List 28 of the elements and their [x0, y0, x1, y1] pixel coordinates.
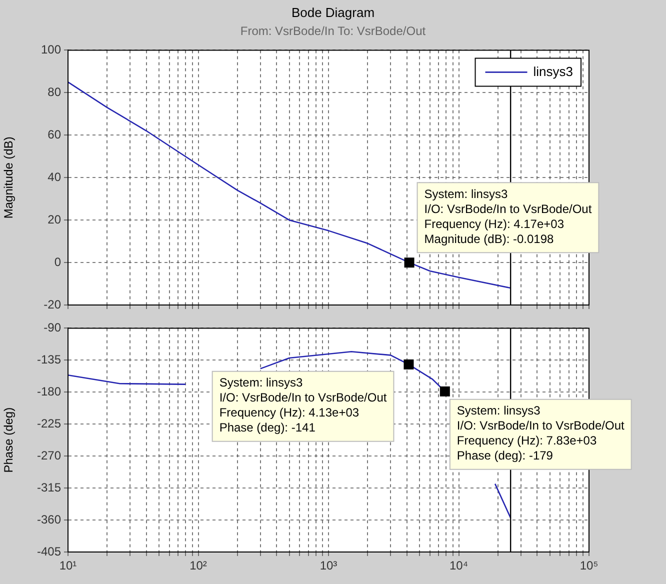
x-tick-label: 10³ — [320, 558, 338, 573]
x-tick-label: 10⁵ — [580, 558, 598, 573]
chart-title: Bode Diagram — [290, 5, 376, 20]
y-tick-label: 0 — [54, 254, 62, 269]
y-tick-label: -90 — [44, 320, 62, 335]
y-tick-label: -225 — [36, 416, 62, 430]
y-axis-title: Phase (deg) — [2, 407, 16, 473]
x-tick-label: 10² — [190, 558, 207, 573]
legend-label: linsys3 — [533, 64, 574, 79]
y-tick-label: 100 — [40, 42, 62, 57]
y-tick-label: -270 — [36, 448, 62, 462]
y-tick-label: 80 — [48, 84, 62, 99]
y-tick-label: -20 — [44, 297, 62, 312]
annotation: System: linsys3 I/O: VsrBode/In to VsrBode/Out Frequency (Hz): 7.83e+03 Phase (deg): -179 — [456, 404, 625, 463]
y-tick-label: -135 — [36, 352, 62, 366]
y-tick-label: -405 — [36, 544, 62, 558]
y-tick-label: 60 — [48, 127, 62, 142]
x-tick-label: 10¹ — [59, 558, 77, 573]
y-tick-label: -180 — [36, 384, 62, 398]
x-tick-label: 10⁴ — [449, 558, 468, 573]
y-tick-label: -360 — [36, 512, 62, 526]
annotation: System: linsys3 I/O: VsrBode/In to VsrBode/Out Frequency (Hz): 4.13e+03 Phase (deg): -141 — [219, 376, 388, 435]
chart-subtitle: From: VsrBode/In To: VsrBode/Out — [239, 24, 427, 38]
y-axis-title: Magnitude (dB) — [2, 136, 16, 219]
annotation: System: linsys3 I/O: VsrBode/In to VsrBode/Out Frequency (Hz): 4.17e+03 Magnitude (dB): -0.0198 — [424, 186, 592, 246]
y-tick-label: 40 — [48, 170, 62, 184]
y-tick-label: 20 — [48, 212, 62, 226]
y-tick-label: -315 — [36, 480, 62, 494]
